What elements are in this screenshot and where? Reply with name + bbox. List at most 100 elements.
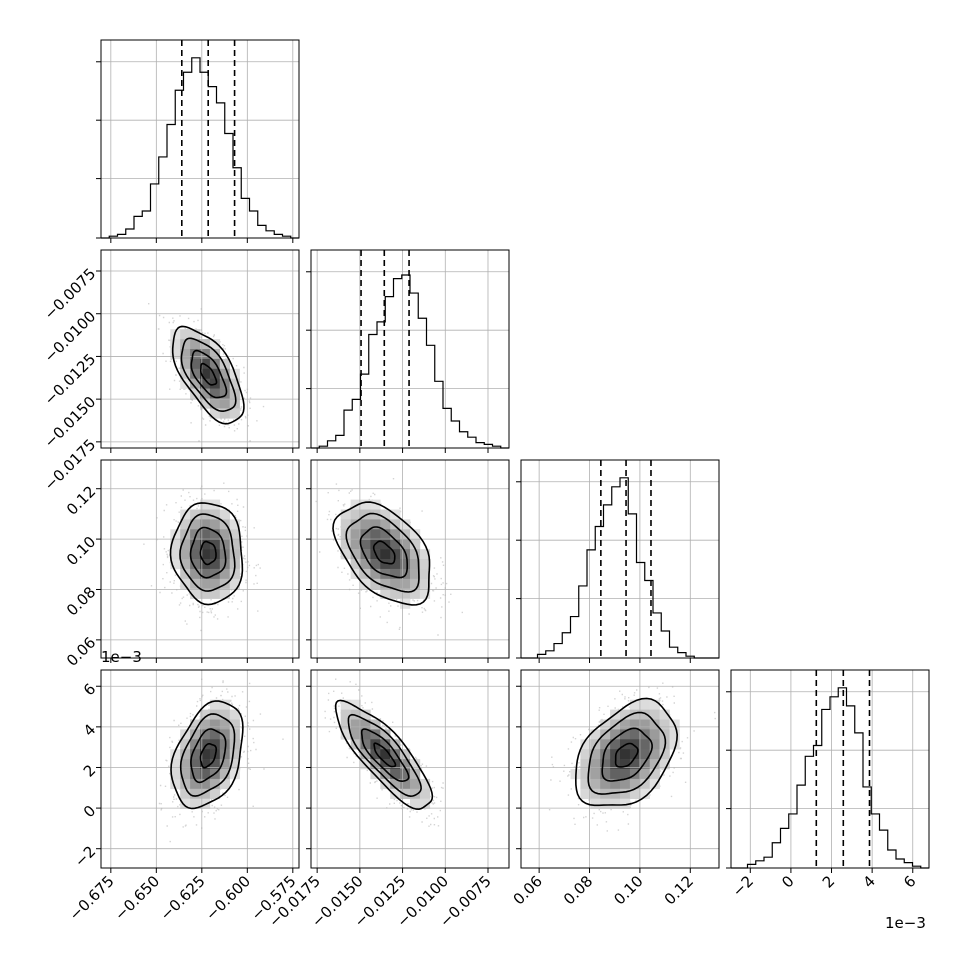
offset-label-left: 1e−3: [101, 648, 142, 666]
histogram-steps: [101, 57, 299, 239]
density-cell: [209, 388, 221, 399]
density-cell: [390, 749, 401, 760]
density-cell: [370, 578, 381, 589]
density-cell: [390, 739, 401, 750]
density-cell: [580, 778, 591, 790]
density-cell: [639, 788, 650, 799]
offset-label-bottom: 1e−3: [885, 914, 926, 932]
density-cell: [190, 519, 201, 530]
density-cell: [580, 739, 591, 750]
density-cell: [600, 798, 611, 809]
density-cell: [620, 709, 631, 720]
contour-line: [200, 362, 218, 386]
density-cell: [590, 769, 601, 780]
density-cell: [370, 568, 381, 580]
x-tick-label: −0.600: [202, 872, 254, 924]
density-cell: [350, 499, 361, 510]
density-cell: [340, 539, 351, 550]
density-cell: [380, 509, 391, 520]
scatter-panel-2-0: [100, 459, 300, 663]
scatter-panel-1-0: [100, 249, 300, 453]
density-cell: [180, 329, 191, 340]
x-tick-label: −0.625: [157, 872, 209, 924]
density-cells-layer: [170, 329, 680, 809]
density-cell: [410, 798, 421, 809]
density-cell: [190, 368, 201, 379]
density-cell: [600, 719, 611, 730]
density-cell: [390, 578, 401, 589]
panel-frame: [520, 459, 720, 659]
density-cell: [600, 759, 611, 770]
density-cell: [360, 719, 371, 730]
density-cell: [360, 709, 371, 720]
histogram-steps: [731, 687, 929, 869]
density-cell: [209, 699, 221, 710]
density-cell: [370, 739, 381, 750]
density-cell: [200, 519, 211, 530]
histogram-panel-3: [726, 669, 930, 869]
density-cell: [360, 549, 371, 560]
density-cell: [419, 559, 431, 570]
density-cell: [370, 759, 381, 770]
y-tick-label: 0.08: [63, 583, 99, 619]
density-cell: [380, 578, 391, 589]
density-cell: [209, 549, 221, 560]
panel-frame: [100, 249, 300, 449]
histogram-panel-1: [306, 249, 510, 449]
density-cell: [419, 778, 431, 790]
density-cell: [209, 509, 221, 520]
density-cell: [400, 759, 411, 770]
contour-line: [574, 697, 679, 807]
density-cell: [360, 529, 371, 540]
contour-line: [359, 526, 408, 579]
density-cell: [610, 798, 621, 809]
density-cell: [190, 749, 201, 760]
density-cell: [229, 719, 240, 730]
density-cell: [419, 549, 431, 560]
density-cell: [390, 529, 401, 540]
density-cell: [639, 709, 650, 720]
density-cell: [209, 578, 221, 589]
density-cell: [209, 529, 221, 540]
density-cell: [629, 719, 641, 730]
density-cell: [170, 549, 181, 560]
density-cell: [340, 729, 351, 740]
density-cell: [410, 759, 421, 770]
density-cell: [209, 339, 221, 350]
density-cell: [380, 519, 391, 530]
density-cell: [170, 539, 181, 550]
density-cell: [380, 588, 391, 599]
histogram-panel-0: [96, 39, 300, 239]
density-cell: [380, 529, 391, 540]
density-cell: [419, 798, 431, 809]
density-cell: [580, 749, 591, 760]
density-cell: [229, 549, 240, 560]
contour-line: [190, 349, 228, 399]
density-cell: [200, 499, 211, 510]
density-cell: [610, 739, 621, 750]
contour-line: [601, 727, 653, 782]
density-cell: [180, 339, 191, 350]
density-cell: [350, 559, 361, 570]
x-tick-label: 0.06: [510, 872, 546, 908]
density-cell: [350, 719, 361, 730]
density-cell: [620, 749, 631, 760]
y-tick-label: 4: [80, 720, 99, 739]
density-cell: [200, 739, 211, 750]
scatter-panel-3-1: [306, 669, 510, 869]
contour-line: [614, 742, 639, 768]
density-cell: [200, 769, 211, 780]
histogram-panel-2: [516, 459, 720, 659]
density-cell: [580, 769, 591, 780]
density-cell: [229, 578, 240, 589]
density-cell: [370, 559, 381, 570]
density-cell: [400, 588, 411, 599]
density-cell: [610, 778, 621, 790]
density-cell: [360, 749, 371, 760]
density-cell: [590, 729, 601, 740]
density-cell: [360, 739, 371, 750]
density-cell: [410, 549, 421, 560]
panel-frame: [310, 249, 510, 449]
density-cell: [620, 788, 631, 799]
